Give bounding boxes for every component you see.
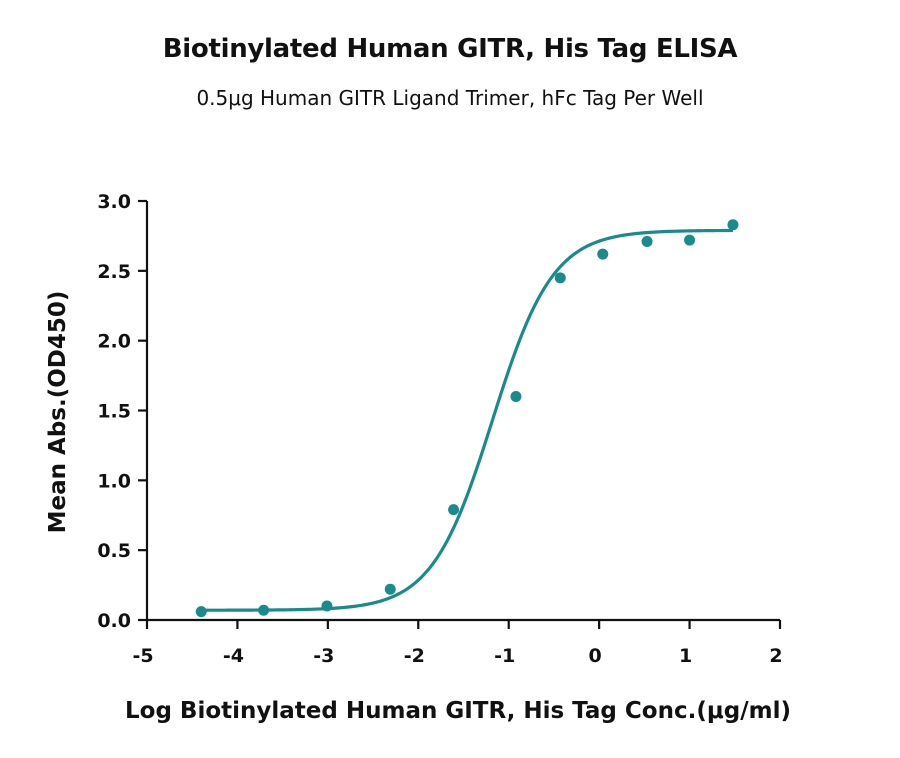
y-tick-label: 0.5 [97,540,131,562]
y-tick-label: 2.5 [97,261,131,283]
data-point [510,391,522,403]
x-ticks: -5 -4 -3 -2 -1 0 1 2 [132,620,783,667]
data-point [448,504,460,516]
x-tick-label: -2 [404,645,425,667]
x-tick-label: -4 [223,645,244,667]
y-tick-label: 2.0 [97,331,131,353]
data-point [258,604,270,616]
data-point [597,248,609,260]
y-ticks: 0.0 0.5 1.0 1.5 2.0 2.5 3.0 [97,191,147,632]
chart-subtitle: 0.5μg Human GITR Ligand Trimer, hFc Tag … [196,86,704,110]
data-point [321,600,333,612]
data-point [384,583,396,595]
x-tick-label: 0 [589,645,602,667]
chart-title: Biotinylated Human GITR, His Tag ELISA [162,34,738,64]
x-tick-label: 2 [769,645,782,667]
x-tick-label: 1 [679,645,692,667]
x-tick-label: -5 [132,645,153,667]
y-tick-label: 0.0 [97,610,131,632]
fit-curve [201,228,733,612]
data-point [195,606,207,618]
x-tick-label: -3 [313,645,334,667]
x-axis-label: Log Biotinylated Human GITR, His Tag Con… [125,698,791,724]
data-points [195,219,739,618]
data-point [727,219,739,231]
y-tick-label: 1.5 [97,401,131,423]
data-point [684,234,696,246]
data-point [554,272,566,284]
y-axis-label: Mean Abs.(OD450) [45,291,71,534]
fit-curve-group [201,228,733,612]
x-tick-label: -1 [494,645,515,667]
axes [145,201,780,622]
y-tick-label: 1.0 [97,470,131,492]
y-tick-label: 3.0 [97,191,131,213]
data-point [641,236,653,248]
